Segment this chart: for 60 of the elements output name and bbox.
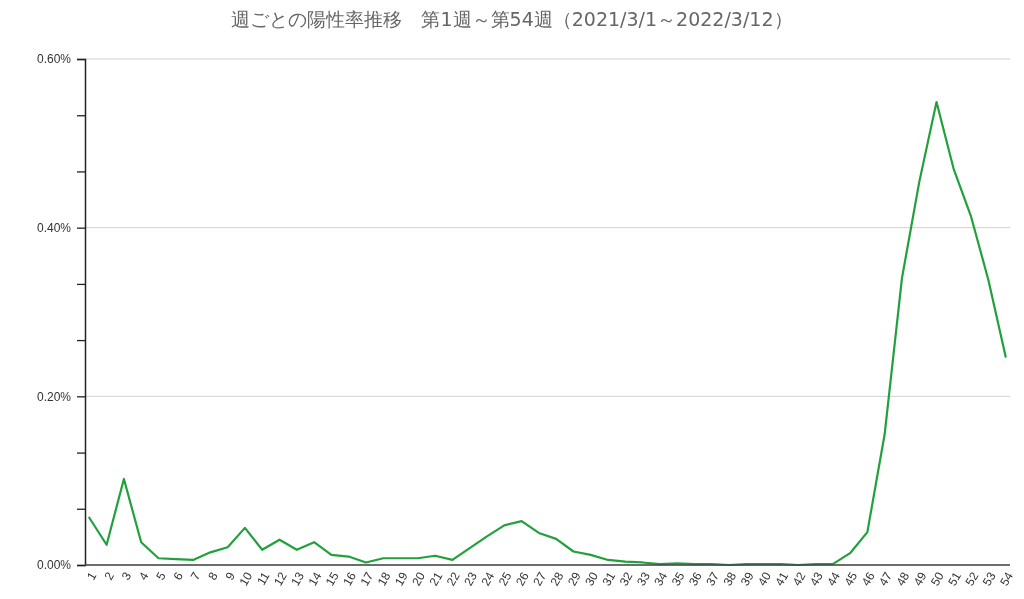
x-tick-label: 22 [443, 569, 463, 589]
x-tick-label: 52 [962, 569, 982, 589]
x-tick-label: 4 [135, 569, 152, 583]
x-tick-label: 46 [858, 569, 878, 589]
x-tick-label: 3 [118, 569, 135, 583]
x-tick-label: 54 [997, 569, 1017, 589]
x-tick-label: 20 [409, 569, 429, 589]
y-tick-label: 0.40% [36, 221, 72, 236]
x-tick-label: 38 [720, 569, 740, 589]
x-tick-label: 42 [789, 569, 809, 589]
x-tick-label: 9 [222, 569, 239, 583]
y-tick-label: 0.20% [36, 389, 72, 404]
x-tick-label: 43 [806, 569, 826, 589]
x-tick-label: 40 [755, 569, 775, 589]
x-tick-label: 49 [910, 569, 930, 589]
x-tick-label: 7 [187, 569, 204, 583]
x-tick-label: 44 [824, 569, 844, 589]
x-tick-label: 25 [495, 569, 515, 589]
x-tick-label: 14 [305, 569, 325, 589]
x-tick-label: 26 [513, 569, 532, 589]
x-tick-label: 34 [651, 569, 671, 589]
x-tick-label: 8 [205, 569, 221, 583]
x-tick-label: 21 [426, 569, 446, 589]
x-tick-label: 31 [599, 569, 619, 589]
x-tick-label: 32 [616, 569, 636, 589]
x-tick-label: 5 [153, 569, 169, 583]
x-tick-label: 28 [547, 569, 567, 589]
x-tick-label: 35 [668, 569, 688, 589]
x-tick-label: 27 [530, 569, 550, 589]
x-tick-label: 6 [170, 569, 187, 583]
x-tick-label: 18 [374, 569, 394, 589]
x-tick-label: 53 [979, 569, 999, 589]
x-tick-label: 41 [772, 569, 792, 589]
x-tick-label: 12 [270, 569, 290, 589]
x-tick-label: 1 [84, 569, 100, 583]
x-tick-label: 13 [288, 569, 308, 589]
x-tick-label: 51 [945, 569, 965, 589]
x-tick-label: 45 [841, 569, 861, 589]
x-tick-label: 47 [876, 569, 896, 589]
x-tick-label: 50 [927, 569, 947, 589]
y-tick-label: 0.60% [36, 52, 72, 67]
x-tick-label: 10 [236, 569, 256, 589]
x-tick-label: 30 [582, 569, 602, 589]
x-tick-label: 39 [737, 569, 757, 589]
x-tick-label: 2 [101, 569, 117, 583]
x-tick-label: 23 [461, 569, 481, 589]
line-series [88, 100, 1007, 567]
y-tick-label: 0.00% [36, 558, 72, 573]
x-tick-label: 36 [685, 569, 705, 589]
x-tick-label: 17 [357, 569, 377, 589]
x-tick-label: 11 [254, 569, 273, 588]
x-tick-label: 29 [564, 569, 584, 589]
x-tick-label: 37 [703, 569, 723, 589]
chart-title: 週ごとの陽性率推移 第1週～第54週（2021/3/1～2022/3/12） [231, 8, 793, 30]
x-tick-label: 19 [391, 569, 411, 589]
x-tick-label: 24 [478, 569, 498, 589]
x-tick-label: 48 [893, 569, 913, 589]
x-tick-label: 16 [340, 569, 360, 589]
x-tick-label: 15 [322, 569, 342, 589]
x-tick-label: 33 [634, 569, 653, 589]
